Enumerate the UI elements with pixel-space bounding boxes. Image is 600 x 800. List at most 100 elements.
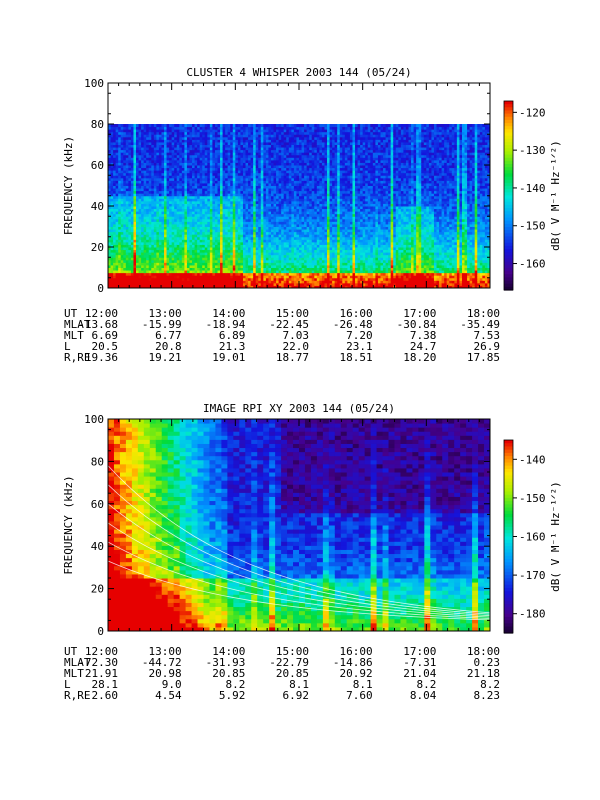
chart-title: CLUSTER 4 WHISPER 2003 144 (05/24) [186, 66, 411, 79]
cluster-spectrogram [108, 124, 491, 289]
ephemeris-value: 13:00 [149, 307, 182, 320]
ephemeris-value: 18:00 [467, 645, 500, 658]
ephemeris-value: 20.5 [92, 340, 119, 353]
ephemeris-value: 14:00 [212, 645, 245, 658]
ephemeris-value: 26.9 [474, 340, 501, 353]
colorbar-label: dB( V M⁻¹ Hz⁻¹ᐟ²) [549, 140, 562, 251]
y-axis-label: FREQUENCY (kHz) [62, 136, 75, 235]
ephemeris-value: -44.72 [142, 656, 182, 669]
y-tick-label: 80 [91, 118, 104, 131]
y-tick-label: 40 [91, 200, 104, 213]
ephemeris-value: 14:00 [212, 307, 245, 320]
ephemeris-value: 6.77 [155, 329, 182, 342]
ephemeris-value: -18.94 [206, 318, 246, 331]
ephemeris-value: 8.2 [225, 678, 245, 691]
ephemeris-value: 4.54 [155, 689, 182, 702]
cutoff-curve [107, 484, 491, 615]
cluster-ephemeris: UT 12:00 13:00 14:00 15:00 16:00 17:00 18:00 MLA… [64, 307, 500, 364]
ephemeris-value: -35.49 [460, 318, 500, 331]
ephemeris-value: 7.03 [283, 329, 310, 342]
y-tick-label: 0 [97, 625, 104, 638]
ephemeris-value: -72.30 [78, 656, 118, 669]
y-tick-label: 20 [91, 241, 104, 254]
chart-title: IMAGE RPI XY 2003 144 (05/24) [203, 402, 395, 415]
ephemeris-value: -22.79 [269, 656, 309, 669]
ephemeris-value: 20.8 [155, 340, 182, 353]
ephemeris-value: 21.3 [219, 340, 246, 353]
ephemeris-value: 6.69 [92, 329, 119, 342]
y-tick-label: 80 [91, 455, 104, 468]
ephemeris-value: -13.68 [78, 318, 118, 331]
ephemeris-row-label: R,RE [64, 689, 91, 702]
ephemeris-value: 16:00 [340, 307, 373, 320]
ephemeris-value: 15:00 [276, 645, 309, 658]
ephemeris-value: 18.51 [340, 351, 373, 364]
ephemeris-value: 13:00 [149, 645, 182, 658]
ephemeris-value: -7.31 [403, 656, 436, 669]
colorbar-tick-label: -160 [519, 258, 546, 271]
ephemeris-row-label: L [64, 678, 71, 691]
ephemeris-value: 20.92 [340, 667, 373, 680]
ephemeris-value: 7.20 [346, 329, 373, 342]
ephemeris-value: 28.1 [92, 678, 119, 691]
cutoff-curve [107, 522, 491, 618]
ephemeris-value: 12:00 [85, 307, 118, 320]
ephemeris-value: 8.1 [289, 678, 309, 691]
ephemeris-value: 18.77 [276, 351, 309, 364]
ephemeris-value: -15.99 [142, 318, 182, 331]
ephemeris-row-label: UT [64, 645, 78, 658]
colorbar-tick-label: -160 [519, 531, 546, 544]
ephemeris-value: -14.86 [333, 656, 373, 669]
y-tick-label: 100 [84, 413, 104, 426]
ephemeris-row-label: MLT [64, 329, 84, 342]
ephemeris-value: 20.98 [149, 667, 182, 680]
ephemeris-value: 15:00 [276, 307, 309, 320]
ephemeris-value: 8.23 [474, 689, 501, 702]
ephemeris-value: 22.0 [283, 340, 310, 353]
colorbar-tick-label: -130 [519, 144, 546, 157]
ephemeris-value: 6.89 [219, 329, 246, 342]
ephemeris-value: 18:00 [467, 307, 500, 320]
y-tick-label: 20 [91, 583, 104, 596]
ephemeris-value: 17.85 [467, 351, 500, 364]
ephemeris-value: 19.01 [212, 351, 245, 364]
ephemeris-value: 17:00 [403, 307, 436, 320]
cutoff-curve [107, 541, 491, 619]
cluster-panel: CLUSTER 4 WHISPER 2003 144 (05/24) 0 20 40 6… [62, 66, 562, 364]
ephemeris-value: 21.18 [467, 667, 500, 680]
colorbar-tick-label: -140 [519, 453, 546, 466]
ephemeris-row-label: UT [64, 307, 78, 320]
y-axis-label: FREQUENCY (kHz) [62, 475, 75, 574]
ephemeris-value: 21.04 [403, 667, 436, 680]
colorbar-tick-label: -150 [519, 492, 546, 505]
ephemeris-value: -31.93 [206, 656, 246, 669]
ephemeris-row-label: R,RE [64, 351, 91, 364]
ephemeris-value: 6.92 [283, 689, 310, 702]
ephemeris-value: 5.92 [219, 689, 246, 702]
y-tick-label: 0 [97, 282, 104, 295]
ephemeris-value: 7.38 [410, 329, 437, 342]
ephemeris-value: 0.23 [474, 656, 501, 669]
ephemeris-value: -30.84 [397, 318, 437, 331]
ephemeris-value: 18.20 [403, 351, 436, 364]
ephemeris-value: 8.04 [410, 689, 437, 702]
cutoff-curve [107, 465, 491, 614]
ephemeris-value: 19.36 [85, 351, 118, 364]
ephemeris-value: 21.91 [85, 667, 118, 680]
ephemeris-row-label: MLAT [64, 656, 91, 669]
ephemeris-value: 8.2 [480, 678, 500, 691]
ephemeris-value: -26.48 [333, 318, 373, 331]
colorbar-tick-label: -170 [519, 569, 546, 582]
ephemeris-value: 7.53 [474, 329, 501, 342]
ephemeris-value: 2.60 [92, 689, 119, 702]
colorbar-tick-label: -180 [519, 608, 546, 621]
ephemeris-value: 16:00 [340, 645, 373, 658]
ephemeris-value: 12:00 [85, 645, 118, 658]
cutoff-curve [107, 560, 491, 621]
ephemeris-value: 8.2 [416, 678, 436, 691]
ephemeris-value: 20.85 [276, 667, 309, 680]
ephemeris-value: 8.1 [353, 678, 373, 691]
y-tick-label: 100 [84, 77, 104, 90]
ephemeris-value: 17:00 [403, 645, 436, 658]
image-colorbar: -140 -150 -160 -170 -180 dB( V M⁻¹ Hz⁻¹ᐟ²) [503, 439, 562, 634]
